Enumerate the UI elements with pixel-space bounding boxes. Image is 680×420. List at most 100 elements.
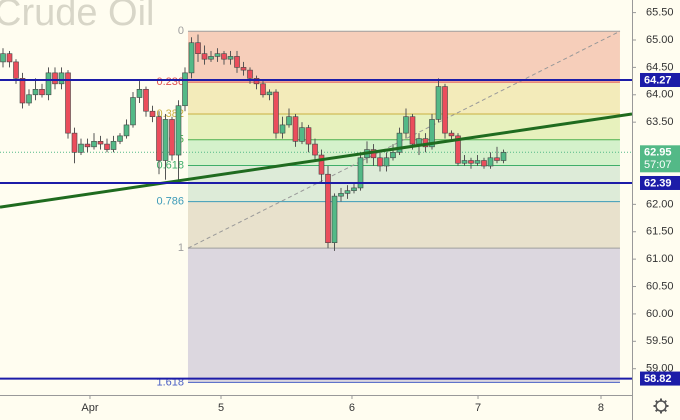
- x-tick-label: 8: [598, 402, 604, 414]
- candle-body: [481, 160, 487, 167]
- candle-body: [260, 83, 266, 96]
- candle-body: [130, 97, 136, 126]
- candle-body: [123, 124, 130, 137]
- candle-body: [0, 53, 6, 63]
- level-price-label: 64.27: [644, 74, 672, 86]
- candle-body: [416, 138, 422, 145]
- candle-body: [273, 91, 279, 134]
- y-tick-label: 63.50: [646, 116, 674, 128]
- y-tick-label: 64.00: [646, 89, 674, 101]
- candle-body: [208, 56, 214, 60]
- candle-body: [149, 110, 156, 117]
- candle-body: [221, 53, 227, 60]
- candle-body: [214, 53, 221, 57]
- watermark: Crude Oil: [0, 0, 155, 34]
- candle-body: [396, 132, 403, 153]
- candle-body: [71, 132, 78, 153]
- fib-label: 0.618: [156, 159, 184, 171]
- candle-body: [312, 143, 318, 156]
- candle-body: [162, 119, 169, 161]
- y-tick-label: 59.50: [646, 335, 674, 347]
- level-price-box: [640, 371, 680, 386]
- trendline: [0, 112, 632, 209]
- gear-tooth: [654, 399, 659, 404]
- x-tick-label: Apr: [81, 402, 98, 414]
- candle-body: [175, 105, 182, 156]
- candle-body: [91, 141, 97, 148]
- candle-body: [84, 143, 91, 148]
- fib-label: 1: [178, 242, 184, 254]
- y-tick-label: 61.00: [646, 253, 674, 265]
- candle-body: [45, 72, 52, 96]
- y-tick-label: 60.50: [646, 280, 674, 292]
- candle-body: [292, 116, 299, 142]
- candle-body: [318, 154, 325, 175]
- y-tick-label: 60.00: [646, 308, 674, 320]
- candle-body: [461, 160, 468, 164]
- candle-body: [195, 42, 201, 54]
- candle-body: [429, 119, 435, 148]
- fib-label: 0.236: [156, 76, 184, 88]
- x-tick-label: 5: [218, 402, 224, 414]
- y-tick-label: 64.50: [646, 61, 674, 73]
- candle-body: [344, 190, 351, 194]
- candle-body: [409, 116, 416, 145]
- candle-body: [65, 72, 71, 134]
- candle-body: [286, 116, 292, 126]
- candle-body: [494, 157, 500, 161]
- gear-tooth: [663, 399, 668, 404]
- fib-label: 0: [178, 25, 184, 37]
- settings-icon[interactable]: [653, 398, 669, 414]
- fib-zone: [187, 201, 620, 249]
- candle-body: [19, 78, 26, 104]
- price-axis-bg: [632, 0, 680, 420]
- candle-body: [143, 88, 149, 112]
- fib-label: 0.786: [156, 196, 184, 208]
- fib-zone: [187, 82, 620, 114]
- candle-body: [474, 160, 481, 164]
- candle-body: [253, 78, 260, 85]
- candle-body: [110, 141, 117, 150]
- level-price-box: [640, 175, 680, 190]
- candle-body: [403, 116, 409, 134]
- candle-body: [331, 195, 338, 243]
- gear-tooth: [654, 408, 659, 413]
- candle-body: [448, 132, 455, 137]
- candle-body: [234, 56, 240, 68]
- y-tick-label: 65.00: [646, 34, 674, 46]
- candle-body: [279, 124, 286, 134]
- candle-body: [32, 88, 39, 96]
- level-price-box: [640, 72, 680, 87]
- candle-body: [26, 94, 32, 104]
- y-tick-label: 65.50: [646, 7, 674, 19]
- last-price-label: 62.95: [644, 147, 672, 159]
- last-price-box: [640, 145, 680, 173]
- candle-body: [299, 127, 305, 142]
- gear-tooth: [663, 408, 668, 413]
- candle-body: [338, 193, 344, 197]
- y-tick-label: 61.50: [646, 226, 674, 238]
- x-tick-label: 7: [475, 402, 481, 414]
- candle-body: [240, 67, 247, 71]
- x-tick-label: 6: [349, 402, 355, 414]
- candle-body: [435, 86, 442, 120]
- candle-body: [468, 160, 474, 164]
- candle-body: [455, 135, 461, 164]
- candle-body: [227, 56, 234, 60]
- candle-body: [266, 91, 273, 96]
- candle-body: [390, 152, 396, 159]
- candle-body: [97, 141, 104, 145]
- candle-body: [377, 157, 383, 167]
- candle-body: [201, 53, 208, 60]
- fib-diagonal: [187, 30, 621, 249]
- candle-body: [136, 88, 143, 98]
- candle-body: [188, 42, 195, 74]
- fib-zone: [187, 248, 620, 383]
- level-price-label: 62.39: [644, 177, 672, 189]
- candle-body: [351, 187, 357, 191]
- candle-body: [39, 88, 45, 96]
- candle-body: [442, 86, 448, 134]
- candle-body: [58, 72, 65, 85]
- candle-body: [6, 53, 13, 63]
